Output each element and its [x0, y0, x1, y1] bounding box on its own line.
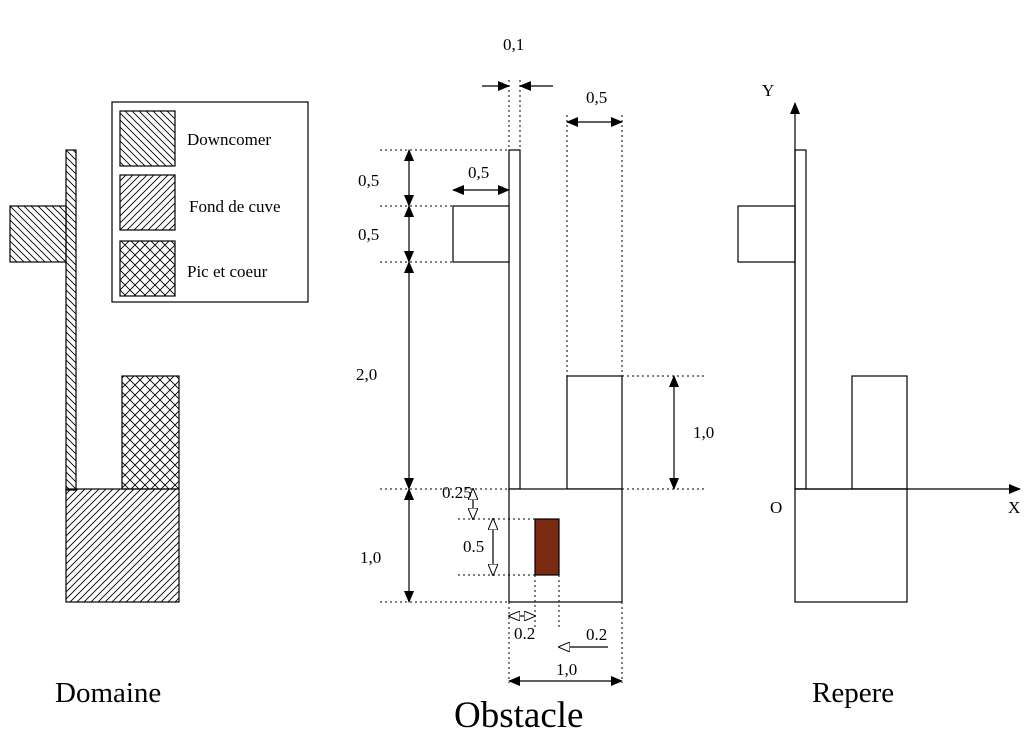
obstacle-extension-lines [380, 80, 705, 683]
obstacle-downcomer-column [508, 149, 521, 490]
domaine-bottom-plenum [65, 488, 180, 603]
domaine-diagram [9, 149, 180, 603]
obstacle-inner-block [534, 518, 560, 576]
domaine-downcomer-column [65, 149, 77, 491]
dim-right-width: 0,5 [586, 88, 607, 107]
repere-diagram: Y O X [737, 81, 1021, 603]
axis-label-y: Y [762, 81, 774, 100]
dim-top-gap: 0,1 [503, 35, 524, 54]
axis-label-origin: O [770, 498, 782, 517]
obstacle-core-block [566, 375, 623, 490]
legend-swatch-downcomer [119, 110, 176, 167]
dim-left-offset: 0.2 [514, 624, 535, 643]
dim-inner-offset: 0.25 [442, 483, 472, 502]
legend-swatch-pic-et-coeur [119, 240, 176, 297]
caption-domaine: Domaine [55, 677, 161, 709]
obstacle-inlet-block [452, 205, 510, 263]
dim-bottom-height: 1,0 [360, 548, 381, 567]
dim-left-width: 0,5 [468, 163, 489, 182]
obstacle-dimension-labels: 0,1 0,5 0,5 0,5 0,5 2,0 1,0 0.25 0.5 1,0… [356, 35, 714, 679]
legend-label-downcomer: Downcomer [187, 130, 271, 149]
dim-right-block-height: 1,0 [693, 423, 714, 442]
obstacle-diagram: 0,1 0,5 0,5 0,5 0,5 2,0 1,0 0.25 0.5 1,0… [356, 35, 714, 686]
legend-label-fond-de-cuve: Fond de cuve [189, 197, 281, 216]
caption-obstacle: Obstacle [454, 695, 583, 735]
repere-bottom-plenum [794, 488, 908, 603]
legend-label-pic-et-coeur: Pic et coeur [187, 262, 268, 281]
dim-inner-height: 0.5 [463, 537, 484, 556]
legend: Downcomer Fond de cuve Pic et coeur [111, 101, 309, 303]
axis-label-x: X [1008, 498, 1020, 517]
obstacle-dimension-arrows [404, 81, 679, 686]
dim-mid-height: 2,0 [356, 365, 377, 384]
dim-bottom-width: 1,0 [556, 660, 577, 679]
domaine-inlet-block [9, 205, 67, 263]
caption-repere: Repere [812, 677, 894, 709]
repere-downcomer-column [794, 149, 807, 490]
dim-right-offset: 0.2 [586, 625, 607, 644]
domaine-core-block [121, 375, 180, 490]
repere-inlet-block [737, 205, 796, 263]
repere-core-block [851, 375, 908, 490]
dim-top-height: 0,5 [358, 171, 379, 190]
dim-block-height: 0,5 [358, 225, 379, 244]
obstacle-bottom-plenum [508, 488, 623, 603]
legend-swatch-fond-de-cuve [119, 174, 176, 231]
